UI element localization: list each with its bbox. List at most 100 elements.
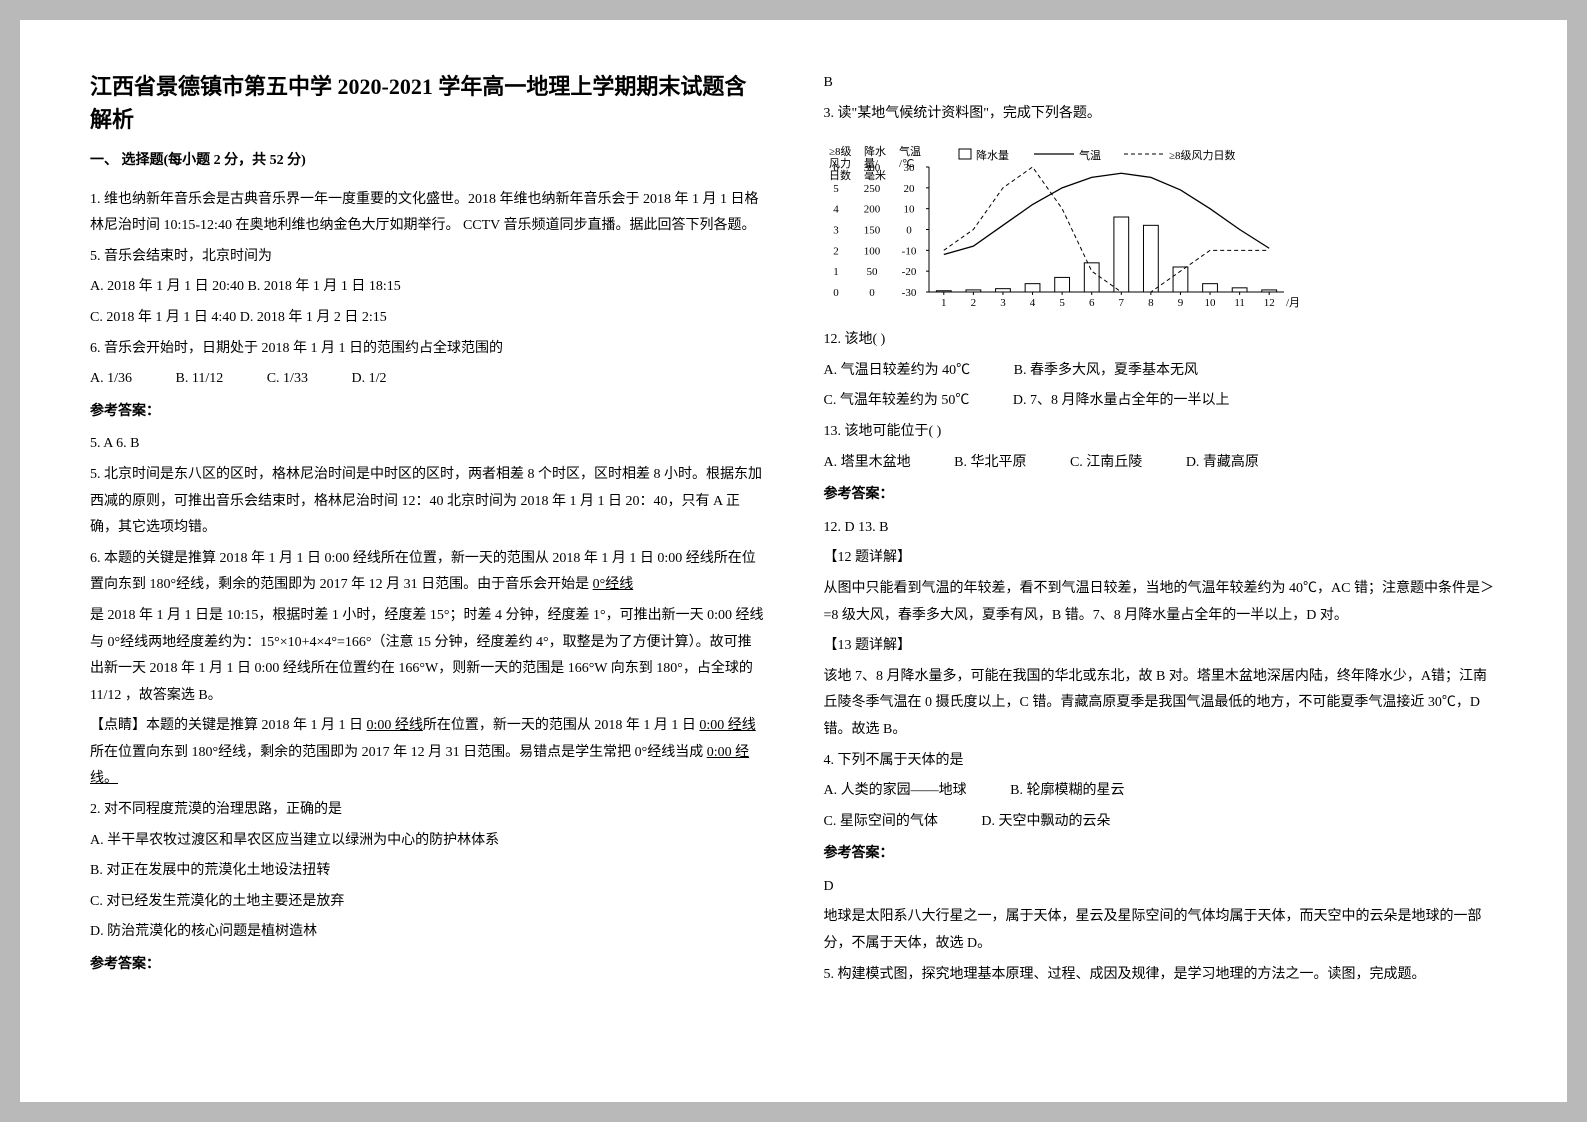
- q3-sub12-opts2: C. 气温年较差约为 50℃ D. 7、8 月降水量占全年的一半以上: [824, 388, 1498, 415]
- svg-text:20: 20: [903, 183, 915, 195]
- q3-sub12-a: A. 气温日较差约为 40℃: [824, 358, 971, 385]
- svg-text:-20: -20: [901, 266, 916, 278]
- document-page: 江西省景德镇市第五中学 2020-2021 学年高一地理上学期期末试题含解析 一…: [20, 20, 1567, 1102]
- section-heading: 一、 选择题(每小题 2 分，共 52 分): [90, 148, 764, 175]
- q1-sub6: 6. 音乐会开始时，日期处于 2018 年 1 月 1 日的范围约占全球范围的: [90, 336, 764, 363]
- q3-exp12-label: 【12 题详解】: [824, 545, 1498, 572]
- svg-text:4: 4: [1029, 297, 1035, 309]
- q2-b: B. 对正在发展中的荒漠化土地设法扭转: [90, 858, 764, 885]
- q3-stem: 3. 读"某地气候统计资料图"，完成下列各题。: [824, 101, 1498, 128]
- q1-sub5-opts1: A. 2018 年 1 月 1 日 20:40 B. 2018 年 1 月 1 …: [90, 274, 764, 301]
- q1-exp6: 6. 本题的关键是推算 2018 年 1 月 1 日 0:00 经线所在位置，新…: [90, 546, 764, 599]
- svg-text:200: 200: [863, 204, 880, 216]
- svg-text:11: 11: [1234, 297, 1245, 309]
- q1-sub5: 5. 音乐会结束时，北京时间为: [90, 244, 764, 271]
- svg-text:气温: 气温: [899, 144, 921, 158]
- q3-sub12-opts1: A. 气温日较差约为 40℃ B. 春季多大风，夏季基本无风: [824, 358, 1498, 385]
- q4-opts1: A. 人类的家园——地球 B. 轮廓模糊的星云: [824, 778, 1498, 805]
- q4-b: B. 轮廓模糊的星云: [1010, 778, 1124, 805]
- q1-answer-line: 5. A 6. B: [90, 431, 764, 458]
- q2-answer: B: [824, 70, 1498, 97]
- svg-text:≥8级风力日数: ≥8级风力日数: [1169, 149, 1236, 162]
- climate-svg: ≥8级风力日数降水量/毫米气温/℃降水量气温≥8级风力日数65432103002…: [824, 137, 1304, 317]
- q3-sub13-d: D. 青藏高原: [1186, 450, 1259, 477]
- svg-text:3: 3: [1000, 297, 1006, 309]
- q4-exp: 地球是太阳系八大行星之一，属于天体，星云及星际空间的气体均属于天体，而天空中的云…: [824, 904, 1498, 957]
- svg-text:降水量: 降水量: [976, 148, 1009, 162]
- q1-exp6-p2: 是 2018 年 1 月 1 日是 10:15，根据时差 1 小时，经度差 15…: [90, 603, 764, 709]
- svg-text:6: 6: [1088, 297, 1094, 309]
- q1-answer-label: 参考答案：: [90, 399, 764, 426]
- q3-sub12-c: C. 气温年较差约为 50℃: [824, 388, 970, 415]
- svg-text:0: 0: [833, 287, 839, 299]
- q4-a: A. 人类的家园——地球: [824, 778, 967, 805]
- q1-sub6-c: C. 1/33: [267, 366, 308, 393]
- svg-text:-30: -30: [901, 287, 916, 299]
- document-title: 江西省景德镇市第五中学 2020-2021 学年高一地理上学期期末试题含解析: [90, 70, 764, 136]
- q3-answer-line: 12. D 13. B: [824, 515, 1498, 542]
- q1-stem: 1. 维也纳新年音乐会是古典音乐界一年一度重要的文化盛世。2018 年维也纳新年…: [90, 187, 764, 240]
- svg-text:300: 300: [863, 162, 880, 174]
- q4-d: D. 天空中飘动的云朵: [981, 809, 1110, 836]
- q3-sub12: 12. 该地( ): [824, 327, 1498, 354]
- right-column: B 3. 读"某地气候统计资料图"，完成下列各题。 ≥8级风力日数降水量/毫米气…: [794, 70, 1528, 1052]
- q1-tip-t1: 所在位置，新一天的范围从 2018 年 1 月 1 日: [423, 718, 700, 733]
- q1-sub6-b: B. 11/12: [176, 366, 224, 393]
- q1-exp5: 5. 北京时间是东八区的区时，格林尼治时间是中时区的区时，两者相差 8 个时区，…: [90, 462, 764, 542]
- q2-stem: 2. 对不同程度荒漠的治理思路，正确的是: [90, 797, 764, 824]
- q3-sub13-c: C. 江南丘陵: [1070, 450, 1142, 477]
- svg-text:1: 1: [833, 266, 839, 278]
- q5-stem: 5. 构建模式图，探究地理基本原理、过程、成因及规律，是学习地理的方法之一。读图…: [824, 962, 1498, 989]
- q2-a: A. 半干旱农牧过渡区和旱农区应当建立以绿洲为中心的防护林体系: [90, 828, 764, 855]
- svg-text:150: 150: [863, 225, 880, 237]
- svg-text:50: 50: [866, 266, 878, 278]
- q3-sub13-a: A. 塔里木盆地: [824, 450, 911, 477]
- q4-stem: 4. 下列不属于天体的是: [824, 748, 1498, 775]
- q1-exp6-u1: 0°经线: [593, 577, 634, 592]
- q3-answer-label: 参考答案：: [824, 482, 1498, 509]
- q1-sub5-opts2: C. 2018 年 1 月 1 日 4:40 D. 2018 年 1 月 2 日…: [90, 305, 764, 332]
- svg-text:3: 3: [833, 225, 839, 237]
- climate-chart: ≥8级风力日数降水量/毫米气温/℃降水量气温≥8级风力日数65432103002…: [824, 137, 1304, 317]
- q1-tip-u2: 0:00 经线: [699, 718, 755, 733]
- svg-text:4: 4: [833, 204, 839, 216]
- q3-sub13-b: B. 华北平原: [954, 450, 1026, 477]
- svg-text:250: 250: [863, 183, 880, 195]
- q1-sub6-d: D. 1/2: [351, 366, 386, 393]
- svg-text:2: 2: [970, 297, 976, 309]
- q3-exp13-label: 【13 题详解】: [824, 633, 1498, 660]
- q3-sub12-b: B. 春季多大风，夏季基本无风: [1014, 358, 1198, 385]
- q3-exp13: 该地 7、8 月降水量多，可能在我国的华北或东北，故 B 对。塔里木盆地深居内陆…: [824, 664, 1498, 744]
- svg-text:6: 6: [833, 162, 839, 174]
- svg-text:/月: /月: [1286, 297, 1300, 309]
- q2-d: D. 防治荒漠化的核心问题是植树造林: [90, 919, 764, 946]
- q4-opts2: C. 星际空间的气体 D. 天空中飘动的云朵: [824, 809, 1498, 836]
- q4-c: C. 星际空间的气体: [824, 809, 938, 836]
- svg-text:12: 12: [1263, 297, 1274, 309]
- svg-text:10: 10: [1204, 297, 1216, 309]
- q4-answer-label: 参考答案：: [824, 841, 1498, 868]
- svg-text:-10: -10: [901, 246, 916, 258]
- svg-text:10: 10: [903, 204, 915, 216]
- q4-answer: D: [824, 874, 1498, 901]
- q2-c: C. 对已经发生荒漠化的土地主要还是放弃: [90, 889, 764, 916]
- svg-text:5: 5: [1059, 297, 1065, 309]
- svg-text:降水: 降水: [864, 144, 886, 158]
- q3-sub13-opts: A. 塔里木盆地 B. 华北平原 C. 江南丘陵 D. 青藏高原: [824, 450, 1498, 477]
- svg-text:≥8级: ≥8级: [829, 145, 852, 158]
- q1-sub6-a: A. 1/36: [90, 366, 132, 393]
- svg-text:8: 8: [1148, 297, 1154, 309]
- svg-text:7: 7: [1118, 297, 1124, 309]
- q3-exp12: 从图中只能看到气温的年较差，看不到气温日较差，当地的气温年较差约为 40℃，AC…: [824, 576, 1498, 629]
- q1-sub6-opts: A. 1/36 B. 11/12 C. 1/33 D. 1/2: [90, 366, 764, 393]
- q3-sub13: 13. 该地可能位于( ): [824, 419, 1498, 446]
- svg-text:气温: 气温: [1079, 148, 1101, 162]
- q1-tip: 【点睛】本题的关键是推算 2018 年 1 月 1 日 0:00 经线所在位置，…: [90, 713, 764, 793]
- q1-tip-t2: 所在位置向东到 180°经线，剩余的范围即为 2017 年 12 月 31 日范…: [90, 745, 707, 760]
- svg-text:30: 30: [903, 162, 915, 174]
- q2-answer-label: 参考答案：: [90, 952, 764, 979]
- svg-text:2: 2: [833, 246, 839, 258]
- q1-tip-u1: 0:00 经线: [367, 718, 423, 733]
- q1-exp6-t1: 6. 本题的关键是推算 2018 年 1 月 1 日 0:00 经线所在位置，新…: [90, 551, 756, 593]
- left-column: 江西省景德镇市第五中学 2020-2021 学年高一地理上学期期末试题含解析 一…: [60, 70, 794, 1052]
